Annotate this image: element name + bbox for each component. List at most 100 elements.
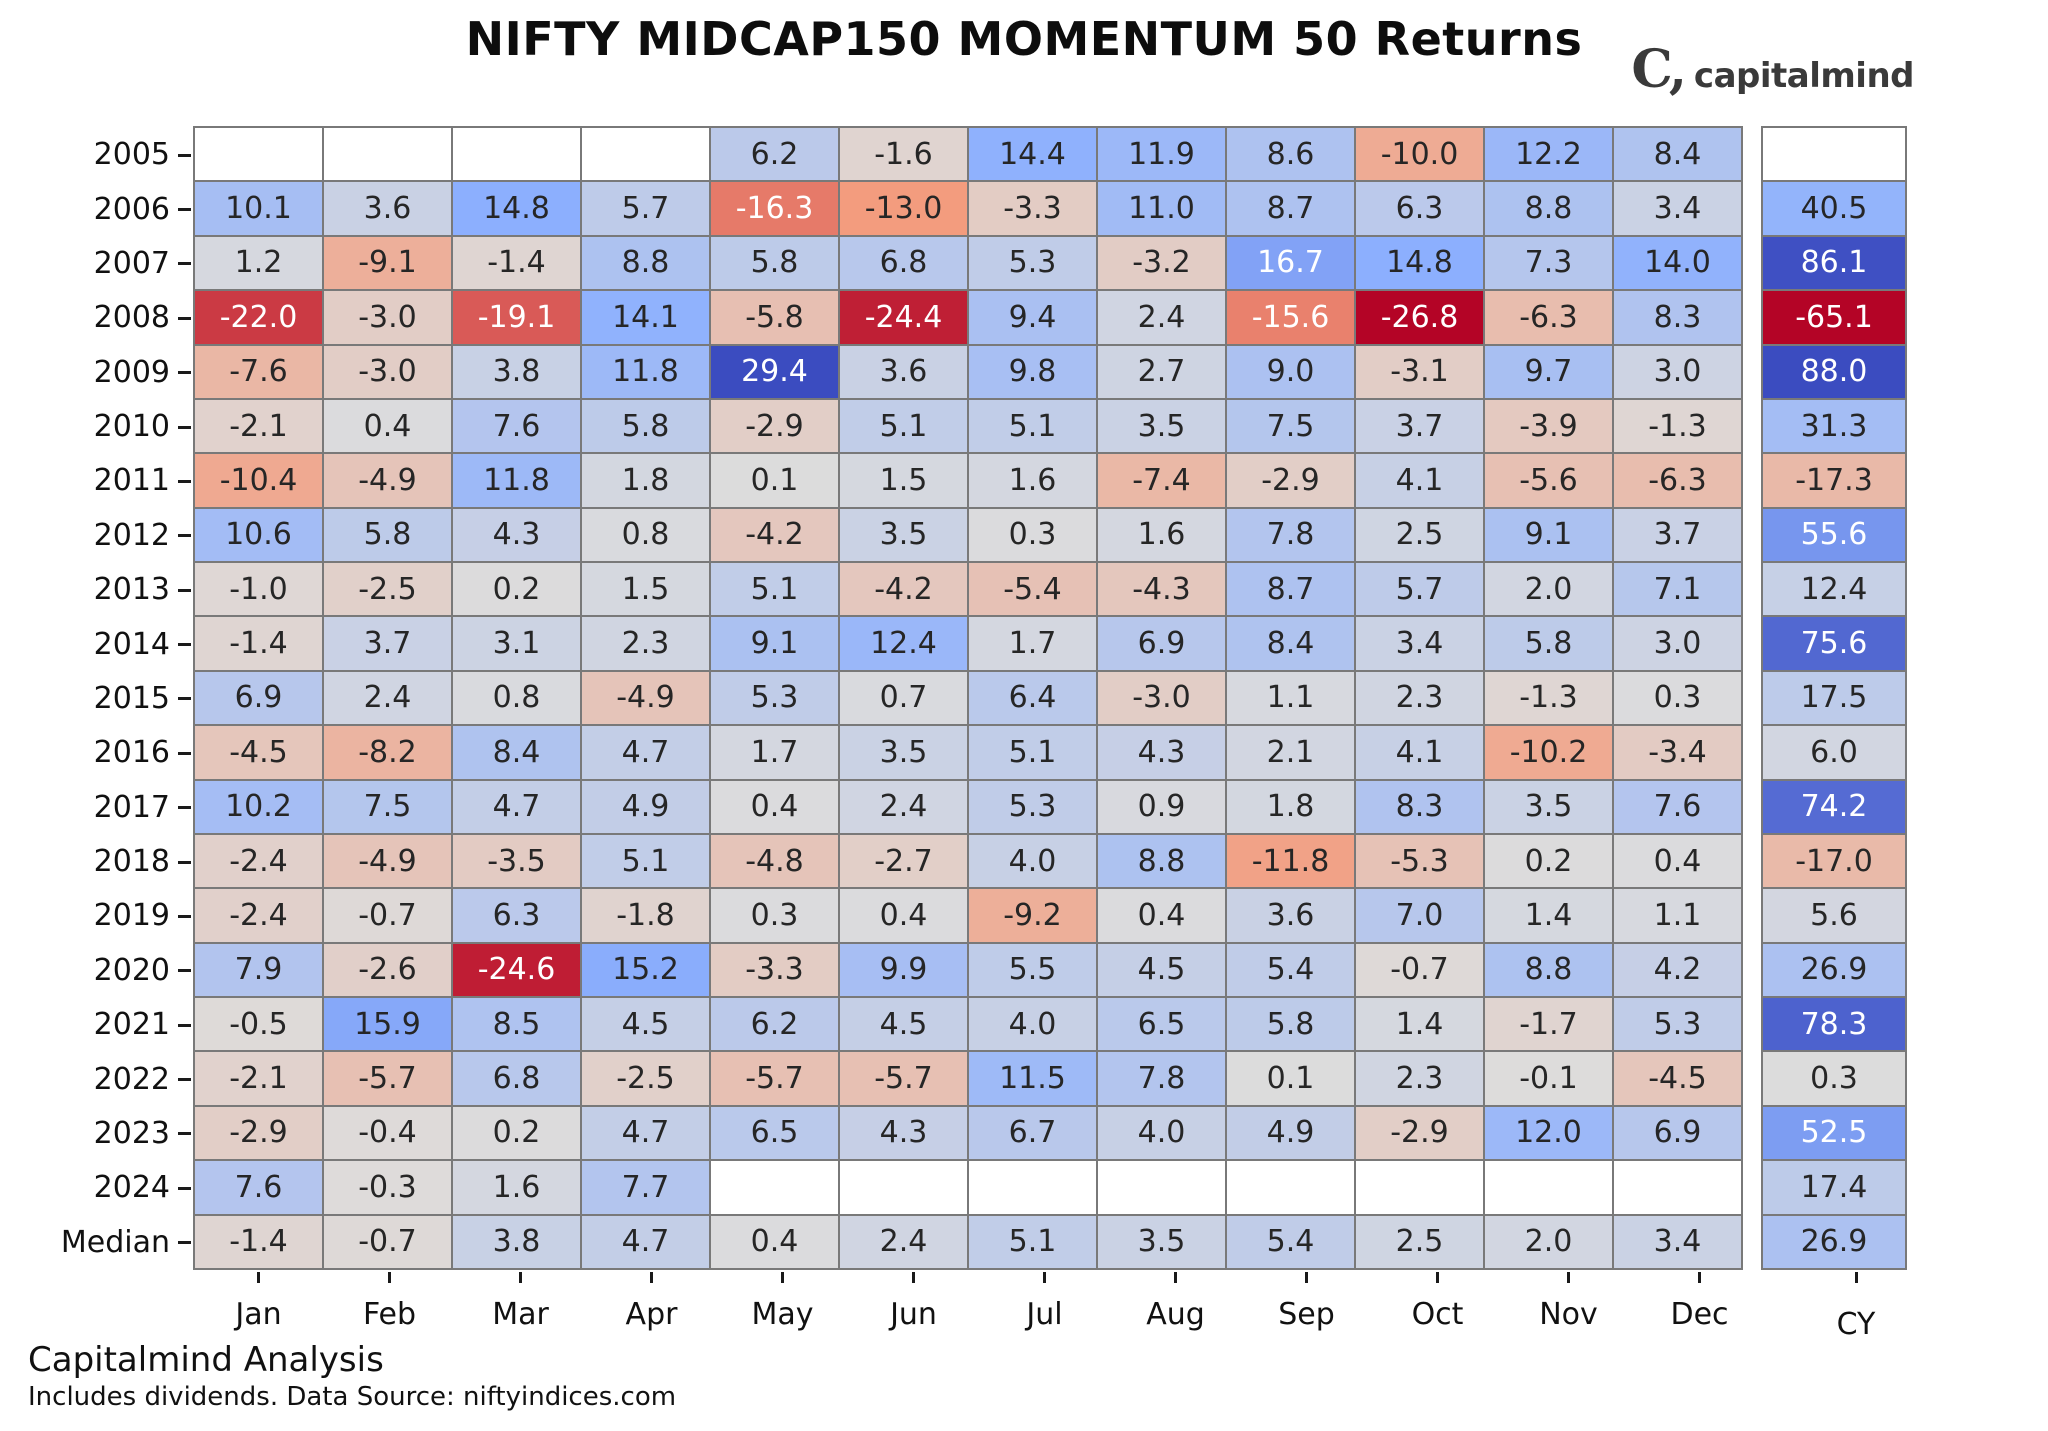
- heatmap-cell: 3.0: [1612, 343, 1743, 400]
- heatmap-cell: 0.3: [1761, 1050, 1907, 1107]
- heatmap-cell: 5.1: [967, 397, 1098, 455]
- heatmap-cell: 7.5: [1225, 397, 1356, 455]
- heatmap-cell: -1.6: [838, 126, 969, 183]
- heatmap-cell: 4.0: [967, 996, 1098, 1053]
- heatmap-cell: 1.2: [193, 234, 324, 292]
- heatmap-cell: 6.3: [1354, 180, 1485, 237]
- heatmap-cell: 1.8: [1225, 778, 1356, 835]
- heatmap-cell: -2.1: [193, 1050, 324, 1107]
- row-label: 2006: [0, 182, 193, 236]
- heatmap-cell: 3.4: [1612, 1213, 1743, 1270]
- heatmap-cell-empty: [322, 126, 453, 183]
- cy-column-gap: [1743, 400, 1761, 454]
- y-tick-mark: [178, 425, 191, 429]
- heatmap-cell: 5.8: [1225, 996, 1356, 1053]
- heatmap-cell-empty: [838, 1159, 969, 1216]
- heatmap-cell: 0.3: [967, 506, 1098, 563]
- heatmap-cell: 0.2: [451, 1104, 582, 1162]
- table-row: 2006 10.1 3.6 14.8 5.7 -16.3 -13.0 -3.3 11.0 8.7 6…: [0, 180, 1929, 237]
- row-label: 2019: [0, 889, 193, 943]
- row-label-text: 2017: [93, 789, 170, 825]
- heatmap-cell: 7.7: [580, 1159, 711, 1216]
- heatmap-cell: -3.3: [709, 941, 840, 998]
- heatmap-cell: 5.8: [709, 234, 840, 292]
- heatmap-cell: 3.6: [1225, 887, 1356, 944]
- month-label: Nov: [1539, 1296, 1598, 1332]
- x-tick-mark: [1043, 1271, 1046, 1283]
- heatmap-cell: 0.3: [709, 887, 840, 944]
- table-row: 2013 -1.0 -2.5 0.2 1.5 5.1 -4.2 -5.4 -4.3 8.7 5.7 2…: [0, 561, 1929, 618]
- heatmap-cell: -0.1: [1483, 1050, 1614, 1107]
- heatmap-cell-empty: [1354, 1159, 1485, 1216]
- y-tick-mark: [178, 697, 191, 701]
- heatmap-cell: 4.2: [1612, 941, 1743, 998]
- heatmap-cell: -6.3: [1483, 289, 1614, 346]
- heatmap-cell: 5.8: [322, 506, 453, 563]
- heatmap-cell: 0.3: [1612, 669, 1743, 727]
- heatmap-cell: 0.4: [709, 778, 840, 835]
- heatmap-cell: 1.5: [838, 452, 969, 509]
- heatmap-cell: 5.8: [1483, 615, 1614, 672]
- heatmap-cell: 9.9: [838, 941, 969, 998]
- heatmap-cell: -4.2: [709, 506, 840, 563]
- y-tick-mark: [178, 371, 191, 375]
- y-tick-mark: [178, 479, 191, 483]
- heatmap-cell: -2.4: [193, 832, 324, 890]
- heatmap-cell: 29.4: [709, 343, 840, 400]
- heatmap-cell: 2.1: [1225, 724, 1356, 781]
- row-label-text: 2012: [93, 517, 170, 553]
- heatmap-cell: 14.4: [967, 126, 1098, 183]
- heatmap-cell: 1.4: [1354, 996, 1485, 1053]
- table-row: 2011 -10.4 -4.9 11.8 1.8 0.1 1.5 1.6 -7.4 -2.9 4.1…: [0, 452, 1929, 509]
- heatmap-cell: -10.0: [1354, 126, 1485, 183]
- heatmap-cell: 4.9: [580, 778, 711, 835]
- month-label: May: [751, 1296, 814, 1332]
- heatmap-cell: 6.2: [709, 996, 840, 1053]
- heatmap-cell: -2.9: [193, 1104, 324, 1162]
- heatmap-cell: 11.0: [1096, 180, 1227, 237]
- heatmap-cell: 0.2: [1483, 832, 1614, 890]
- heatmap-cell: 4.3: [451, 506, 582, 563]
- heatmap-cell: -2.9: [1354, 1104, 1485, 1162]
- heatmap-cell: 9.1: [709, 615, 840, 672]
- heatmap-cell: 8.4: [1612, 126, 1743, 183]
- heatmap-cell: 7.8: [1096, 1050, 1227, 1107]
- heatmap-cell: 8.3: [1612, 289, 1743, 346]
- heatmap-cell: -3.3: [967, 180, 1098, 237]
- heatmap-cell: -5.7: [322, 1050, 453, 1107]
- y-tick-mark: [178, 914, 191, 918]
- column-label: May: [717, 1271, 848, 1342]
- heatmap-cell: 3.5: [1096, 1213, 1227, 1270]
- cy-column-gap: [1743, 944, 1761, 998]
- row-label: 2023: [0, 1107, 193, 1161]
- y-tick-mark: [178, 208, 191, 212]
- y-tick-mark: [178, 806, 191, 810]
- heatmap-cell: 3.7: [322, 615, 453, 672]
- heatmap-cell: 40.5: [1761, 180, 1907, 237]
- column-label: Aug: [1110, 1271, 1241, 1342]
- column-label: Jun: [848, 1271, 979, 1342]
- heatmap-cell: 1.4: [1483, 887, 1614, 944]
- heatmap-cell: 0.7: [838, 669, 969, 727]
- heatmap-cell: -9.2: [967, 887, 1098, 944]
- heatmap-cell: 4.5: [838, 996, 969, 1053]
- heatmap-cell: 1.7: [967, 615, 1098, 672]
- y-tick-mark: [178, 588, 191, 592]
- cy-column-gap: [1743, 1161, 1761, 1215]
- cy-column-gap: [1743, 1052, 1761, 1106]
- heatmap-cell: 10.6: [193, 506, 324, 563]
- heatmap-cell-empty: [1225, 1159, 1356, 1216]
- row-label-text: Median: [60, 1224, 170, 1260]
- column-label: Jan: [193, 1271, 324, 1342]
- x-tick-mark: [781, 1271, 784, 1283]
- heatmap-cell: -0.7: [322, 887, 453, 944]
- table-row: 2019 -2.4 -0.7 6.3 -1.8 0.3 0.4 -9.2 0.4 3.6 7.0 1.…: [0, 887, 1929, 944]
- row-label-text: 2022: [93, 1061, 170, 1097]
- heatmap-cell: 3.7: [1354, 397, 1485, 455]
- heatmap-cell: 3.6: [322, 180, 453, 237]
- column-label: Mar: [455, 1271, 586, 1342]
- heatmap-cell: 1.8: [580, 452, 711, 509]
- heatmap-cell: -4.2: [838, 561, 969, 618]
- heatmap-cell: -2.9: [709, 397, 840, 455]
- month-label: Feb: [362, 1296, 417, 1332]
